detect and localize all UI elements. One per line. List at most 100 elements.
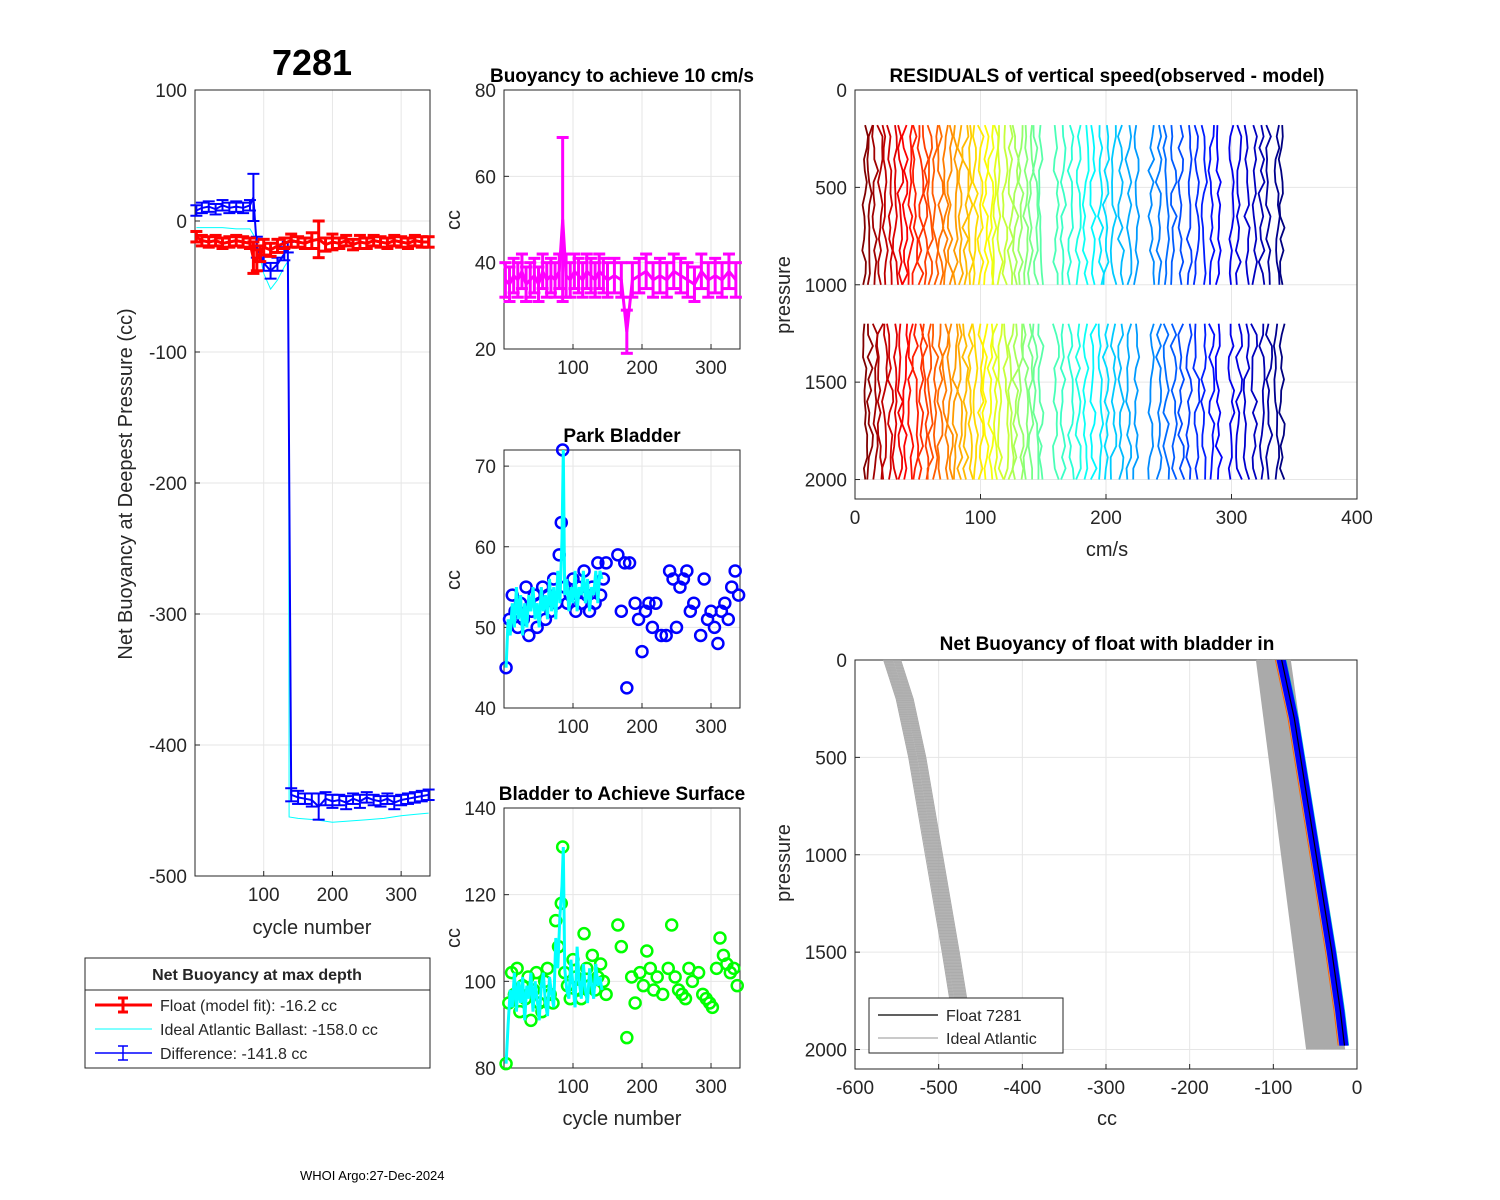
residual-profile [941, 323, 950, 480]
residual-profile [1022, 125, 1030, 285]
ideal-band-profile [1280, 659, 1335, 1050]
float-profile-blue [1277, 659, 1342, 1046]
park-bladder-marker [530, 620, 544, 635]
ideal-band-profile [1270, 659, 1324, 1050]
residual-profile [1132, 323, 1141, 480]
residual-profile [946, 323, 954, 480]
net-buoyancy-ylabel: Net Buoyancy at Deepest Pressure (cc) [115, 308, 137, 659]
surface-bladder-marker [580, 961, 594, 976]
residual-profile [1243, 124, 1251, 285]
y-tick-label: 40 [475, 699, 496, 720]
ideal-band-profile [1272, 659, 1327, 1050]
residual-profile [981, 323, 990, 480]
park-bladder-marker [628, 596, 642, 610]
x-tick-label: -200 [1171, 1078, 1209, 1099]
residual-profile [861, 124, 869, 285]
residual-profile [1228, 124, 1235, 285]
ideal-band-profile [1271, 659, 1326, 1050]
bladder-surface-plot: 100 200 300 80 100 120 140 [464, 799, 744, 1098]
x-tick-label: 300 [695, 1077, 727, 1098]
residual-profile [901, 323, 910, 480]
ideal-left-profile [894, 659, 967, 1031]
ideal-left-profile [886, 659, 959, 1031]
residual-profile [876, 323, 884, 480]
ideal-left-profile [899, 659, 972, 1031]
ideal-band-profile [1260, 659, 1314, 1050]
ideal-band-profile [1263, 659, 1316, 1050]
residual-profile [991, 323, 999, 480]
net-profile-title: Net Buoyancy of float with bladder in [940, 634, 1275, 655]
ideal-left-profile [887, 659, 960, 1031]
residual-profile [977, 323, 985, 480]
ideal-left-profile [893, 659, 966, 1031]
surface-bladder-marker [691, 965, 706, 980]
park-bladder-marker [596, 572, 611, 586]
residual-profile [1016, 323, 1025, 480]
net-buoyancy-legend: Net Buoyancy at max depth Float (model f… [84, 957, 431, 1069]
residual-profile [1200, 124, 1208, 285]
float-profile-blue [1284, 659, 1349, 1046]
residual-profile [1227, 323, 1236, 480]
ideal-left-profile [892, 659, 965, 1031]
park-bladder-marker [687, 596, 701, 610]
residual-profile [931, 323, 940, 480]
park-bladder-marker [718, 596, 732, 610]
park-bladder-marker [697, 572, 711, 586]
residual-profile [1097, 323, 1105, 480]
float-profile-blue [1278, 659, 1344, 1046]
residual-profile [1089, 323, 1098, 480]
x-tick-label: 200 [317, 885, 349, 906]
residual-profile [1207, 125, 1216, 285]
residuals-xlabel: cm/s [1086, 539, 1128, 561]
ideal-left-profile [889, 659, 962, 1031]
bladder-surface-title: Bladder to Achieve Surface [499, 784, 745, 805]
park-bladder-marker [711, 636, 725, 651]
park-bladder-marker [635, 644, 649, 659]
x-tick-label: 100 [557, 358, 589, 379]
park-bladder-marker [591, 556, 605, 570]
park-bladder-marker [611, 548, 625, 562]
residual-profile [1074, 124, 1082, 285]
y-tick-label: 120 [464, 886, 496, 907]
residual-profile [1109, 125, 1118, 286]
y-tick-label: -300 [149, 605, 187, 626]
residual-profile [1169, 323, 1178, 480]
residual-profile [1278, 323, 1286, 480]
residual-profile [921, 323, 930, 480]
y-tick-label: 500 [815, 178, 847, 199]
plot-frame [854, 89, 1358, 500]
residual-profile [936, 124, 945, 286]
residual-profile [1031, 125, 1040, 286]
residual-profile [1177, 124, 1185, 285]
net-buoyancy-plot: 100 200 300 100 0 -100 -200 -300 -400 -500 [149, 81, 435, 906]
residual-profile [1162, 124, 1170, 285]
y-tick-label: 2000 [805, 1041, 847, 1062]
residual-profile [1147, 124, 1156, 285]
residual-profile [1067, 323, 1075, 480]
surface-bladder-marker [727, 961, 741, 976]
surface-bladder-marker [599, 987, 613, 1002]
x-tick-label: 200 [626, 717, 658, 738]
residual-profile [1125, 323, 1133, 480]
residual-profile [866, 124, 874, 285]
float-colored-profile [1274, 659, 1339, 1046]
float-profile-blue [1283, 659, 1348, 1046]
y-tick-label: 1000 [805, 276, 847, 297]
surface-bladder-marker [705, 1000, 720, 1015]
park-bladder-marker [707, 620, 722, 635]
x-tick-label: 300 [695, 717, 727, 738]
surface-bladder-marker [585, 948, 600, 963]
residual-profile [901, 124, 909, 286]
y-tick-label: -400 [149, 736, 187, 757]
residual-profile [881, 124, 889, 285]
y-tick-label: 80 [475, 81, 496, 102]
ideal-left-profile [896, 659, 969, 1031]
ideal-band-profile [1265, 659, 1319, 1050]
net-profile-plot: -600 -500 -400 -300 -200 -100 0 0 500 1000 1500 200… [805, 651, 1363, 1099]
residual-profile [941, 124, 950, 285]
ideal-band-profile [1260, 659, 1313, 1050]
float-profile-blue [1282, 659, 1347, 1046]
residual-profile [997, 323, 1005, 480]
residual-profile [1059, 125, 1067, 285]
